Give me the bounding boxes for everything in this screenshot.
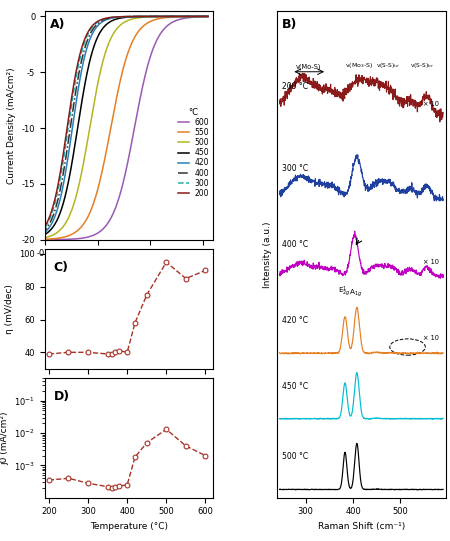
Legend: 600, 550, 500, 450, 420, 400, 300, 200: 600, 550, 500, 450, 420, 400, 300, 200 [175,104,212,201]
Point [182,274,189,283]
X-axis label: Potential (v vs. RHE): Potential (v vs. RHE) [83,264,176,273]
Point [116,346,123,355]
Point [182,441,189,450]
Point [104,349,111,358]
Text: E$^1_{2g}$: E$^1_{2g}$ [338,285,351,299]
Text: v(S-S)$_{br}$: v(S-S)$_{br}$ [410,61,434,70]
Y-axis label: Current Density (mA/cm²): Current Density (mA/cm²) [7,67,16,183]
Point [143,291,150,299]
X-axis label: Temperature (°C): Temperature (°C) [90,522,168,531]
Point [108,484,115,492]
Point [116,481,123,490]
Point [45,349,53,358]
Point [85,348,92,357]
Point [202,451,209,460]
Text: × 10: × 10 [423,101,439,107]
Text: 200 °C: 200 °C [282,82,308,91]
Text: A$_{1g}$: A$_{1g}$ [349,288,363,299]
Point [108,349,115,358]
Y-axis label: η (mV/dec): η (mV/dec) [5,284,14,334]
Text: v(Mo$_3$-S): v(Mo$_3$-S) [345,61,374,70]
X-axis label: Raman Shift (cm⁻¹): Raman Shift (cm⁻¹) [318,522,405,531]
Point [112,348,119,357]
Point [163,425,170,434]
Point [202,266,209,275]
Text: × 10: × 10 [423,259,439,265]
Y-axis label: j0 (mA/cm²): j0 (mA/cm²) [0,411,9,465]
Text: × 10: × 10 [423,335,439,341]
Text: B): B) [282,18,297,31]
Point [143,438,150,447]
Text: D): D) [54,390,70,403]
Point [45,476,53,484]
Point [131,319,139,327]
Text: v(S-S)$_{te}$: v(S-S)$_{te}$ [376,61,400,70]
Text: 500 °C: 500 °C [282,452,308,461]
Point [104,483,111,491]
Text: 420 °C: 420 °C [282,316,308,325]
Point [85,479,92,487]
Text: C): C) [54,261,68,274]
Text: A): A) [50,18,66,31]
Text: 400 °C: 400 °C [282,240,308,249]
Text: 450 °C: 450 °C [282,381,308,391]
Y-axis label: Intensity (a.u.): Intensity (a.u.) [263,221,272,287]
Point [124,480,131,489]
Point [131,453,139,461]
Point [163,258,170,267]
Point [112,483,119,492]
Text: v(Mo-S): v(Mo-S) [296,63,322,70]
Point [65,348,72,357]
Point [124,348,131,357]
Point [65,474,72,483]
Text: 300 °C: 300 °C [282,164,308,173]
